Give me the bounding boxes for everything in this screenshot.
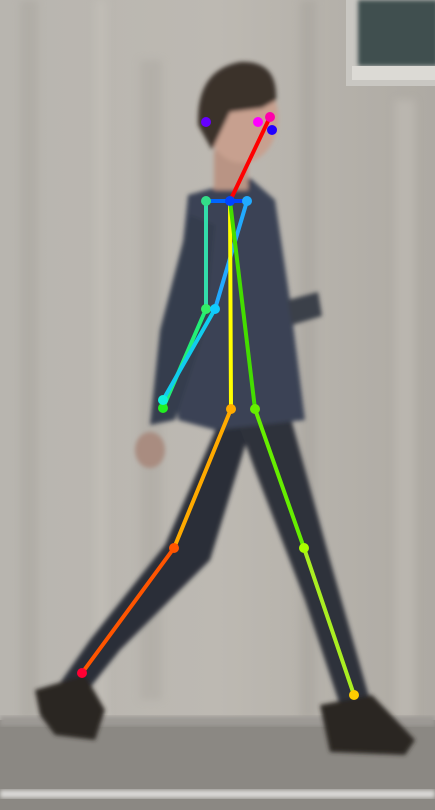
- limb-right-shin: [80, 546, 176, 675]
- keypoint-left-hip: [250, 404, 260, 414]
- keypoint-right-hip: [226, 404, 236, 414]
- skeleton-joints: [77, 112, 359, 700]
- back-shoe: [35, 675, 105, 740]
- limb-left-thigh: [253, 407, 306, 550]
- keypoint-right-ear: [201, 117, 211, 127]
- hand: [135, 432, 165, 468]
- window: [346, 0, 435, 86]
- keypoint-nose: [265, 112, 275, 122]
- keypoint-right-knee: [169, 543, 179, 553]
- skeleton-limbs: [80, 115, 356, 697]
- keypoint-left-eye: [267, 125, 277, 135]
- arm: [150, 215, 215, 425]
- back-leg: [55, 420, 250, 700]
- keypoint-right-wrist: [158, 403, 168, 413]
- limb-left-shin: [302, 546, 356, 697]
- wall-texture: [20, 0, 415, 720]
- keypoint-left-knee: [299, 543, 309, 553]
- front-shoe: [320, 695, 415, 755]
- limb-neck-to-nose: [228, 115, 272, 203]
- keypoint-right-elbow: [201, 304, 211, 314]
- limb-right-thigh: [172, 407, 233, 550]
- keypoint-right-ankle: [77, 668, 87, 678]
- rear-hand: [288, 292, 322, 325]
- hair: [197, 61, 277, 150]
- limb-neck-to-left-hip: [228, 199, 257, 411]
- keypoint-neck: [225, 196, 235, 206]
- keypoint-left-ankle: [349, 690, 359, 700]
- keypoint-right-shoulder: [201, 196, 211, 206]
- keypoint-left-shoulder: [242, 196, 252, 206]
- limb-neck-to-right-hip: [228, 199, 233, 411]
- keypoint-left-wrist: [158, 395, 168, 405]
- limb-left-forearm: [161, 307, 217, 402]
- keypoint-right-eye: [253, 117, 263, 127]
- keypoint-left-elbow: [210, 304, 220, 314]
